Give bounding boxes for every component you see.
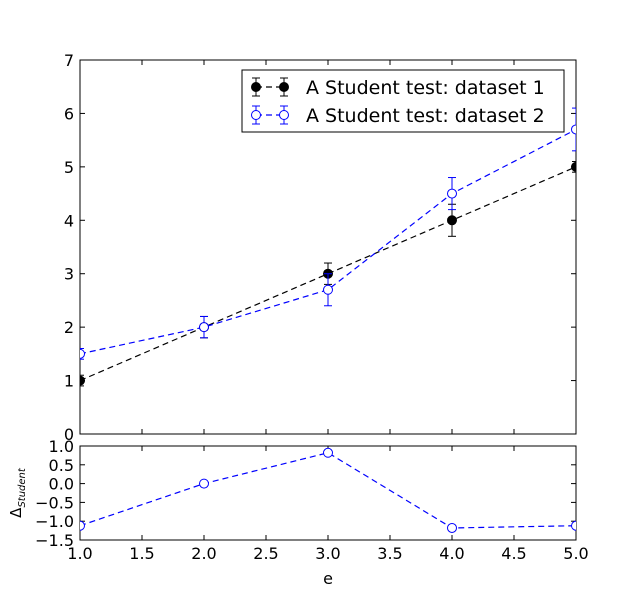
residual-ytick-label: 0.0	[49, 475, 74, 494]
residual-point	[199, 478, 209, 489]
y-axis-label-sub: Student	[17, 467, 28, 507]
residual-point	[323, 447, 333, 458]
main-ytick-label: 4	[64, 211, 74, 230]
main-ytick-label: 7	[64, 51, 74, 70]
x-axis-label: e	[323, 569, 333, 588]
residual-point	[447, 522, 457, 533]
legend-marker	[251, 82, 261, 92]
residual-ytick-label: 0.5	[49, 456, 74, 475]
residual-xtick-label: 1.0	[67, 544, 92, 563]
legend-marker	[251, 110, 261, 120]
residual-xtick-label: 1.5	[129, 544, 154, 563]
residual-xtick-label: 2.5	[253, 544, 278, 563]
legend-label: A Student test: dataset 2	[306, 105, 545, 127]
dataset-2-series	[80, 107, 576, 360]
residual-ytick-label: 1.0	[49, 437, 74, 456]
main-ytick-label: 5	[64, 158, 74, 177]
residual-axes-frame	[79, 445, 577, 541]
main-ytick-label: 6	[64, 104, 74, 123]
residual-xtick-label: 4.5	[501, 544, 526, 563]
residual-xtick-label: 3.5	[377, 544, 402, 563]
dataset-2-line	[80, 128, 576, 355]
y-axis-label-main: Δ	[7, 507, 25, 518]
residual-xtick-label: 5.0	[563, 544, 588, 563]
legend-label: A Student test: dataset 1	[306, 77, 545, 99]
dataset-2-point	[199, 322, 209, 333]
residual-xtick-label: 4.0	[439, 544, 464, 563]
dataset-2-point	[571, 124, 576, 135]
residual-line	[80, 452, 576, 529]
main-ytick-label: 0	[64, 425, 74, 444]
dataset-1-point	[80, 375, 85, 386]
dataset-1-point	[571, 161, 576, 172]
main-ytick-label: 3	[64, 265, 74, 284]
residual-ytick-label: −0.5	[35, 493, 74, 512]
residual-xtick-label: 3.0	[315, 544, 340, 563]
dataset-2-point	[323, 284, 333, 295]
legend: A Student test: dataset 1 A Student test:…	[241, 69, 565, 133]
dataset-2-point	[447, 188, 457, 199]
legend-marker	[279, 82, 289, 92]
dataset-2-point	[80, 348, 85, 359]
residual-series	[80, 447, 576, 533]
dataset-1-point	[447, 215, 457, 226]
legend-marker	[279, 110, 289, 120]
main-ytick-label: 1	[64, 372, 74, 391]
residual-ytick-label: −1.0	[35, 512, 74, 531]
main-plot: 0 1 2 3 4 5 6 7	[64, 51, 577, 444]
residual-point	[571, 520, 576, 531]
residual-plot: 1.00.50.0−0.5−1.0−1.51.0 1.5 2.0 2.5 3.0 3.5 4…	[35, 437, 589, 563]
y-axis-label: ΔStudent	[7, 467, 28, 518]
residual-ytick-label: −1.5	[35, 531, 74, 550]
legend-box	[241, 69, 565, 133]
residual-xtick-label: 2.0	[191, 544, 216, 563]
main-ytick-label: 2	[64, 318, 74, 337]
residual-point	[80, 520, 85, 531]
